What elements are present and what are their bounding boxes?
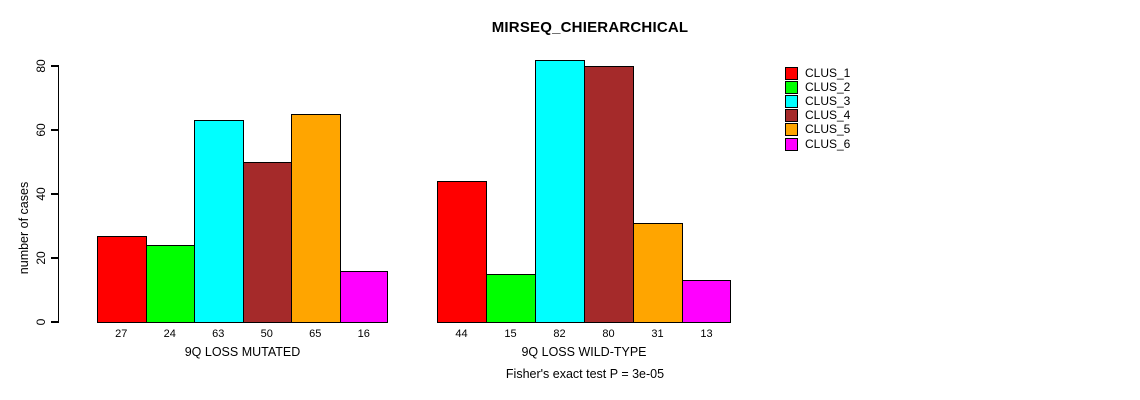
- bar-value-label: 13: [700, 328, 713, 340]
- chart-title: MIRSEQ_CHIERARCHICAL: [491, 19, 689, 36]
- bar-value-label: 24: [163, 328, 176, 340]
- legend-swatch: [785, 80, 798, 94]
- bar-value-label: 27: [115, 328, 128, 340]
- legend-item: CLUS_1: [785, 66, 850, 80]
- legend-swatch: [785, 123, 798, 137]
- bar-clus_1-group2: [437, 181, 487, 323]
- bar-clus_6-group1: [339, 270, 388, 323]
- bar-clus_6-group2: [682, 280, 731, 323]
- y-tick-label: 60: [34, 123, 48, 137]
- y-tick-label: 40: [34, 187, 48, 201]
- legend-label: CLUS_1: [805, 65, 851, 80]
- bar-value-label: 16: [357, 328, 370, 340]
- y-axis-title: number of cases: [17, 181, 31, 275]
- bar-clus_1-group1: [97, 235, 147, 323]
- bar-clus_2-group2: [486, 274, 536, 323]
- legend-item: CLUS_5: [785, 123, 850, 137]
- bar-value-label: 31: [651, 328, 664, 340]
- bar-clus_2-group1: [145, 245, 195, 323]
- bar-clus_5-group2: [633, 222, 683, 323]
- legend-swatch: [785, 137, 798, 151]
- bar-clus_4-group2: [584, 66, 634, 323]
- legend-item: CLUS_2: [785, 80, 850, 94]
- bar-clus_5-group1: [291, 114, 341, 323]
- bar-value-label: 80: [602, 328, 615, 340]
- y-tick-label: 80: [34, 59, 48, 73]
- legend-swatch: [785, 94, 798, 108]
- y-axis-line: [58, 65, 60, 323]
- legend-label: CLUS_6: [805, 136, 851, 151]
- x-group-label: 9Q LOSS MUTATED: [184, 345, 301, 359]
- bar-clus_3-group1: [194, 120, 244, 323]
- bar-value-label: 44: [455, 328, 468, 340]
- y-tick: [51, 321, 58, 323]
- bar-value-label: 65: [309, 328, 322, 340]
- bar-value-label: 63: [212, 328, 225, 340]
- legend-label: CLUS_4: [805, 108, 851, 123]
- bar-clus_3-group2: [535, 59, 585, 323]
- bar-clus_4-group1: [242, 162, 292, 323]
- legend-label: CLUS_5: [805, 122, 851, 137]
- legend-label: CLUS_2: [805, 79, 851, 94]
- legend-label: CLUS_3: [805, 93, 851, 108]
- x-group-label: 9Q LOSS WILD-TYPE: [521, 345, 647, 359]
- legend-swatch: [785, 109, 798, 123]
- y-tick: [51, 257, 58, 259]
- y-tick: [51, 129, 58, 131]
- y-tick-label: 0: [34, 318, 48, 326]
- legend-item: CLUS_4: [785, 109, 850, 123]
- y-tick: [51, 193, 58, 195]
- annotation-text: Fisher's exact test P = 3e-05: [505, 367, 665, 381]
- y-tick-label: 20: [34, 251, 48, 265]
- y-tick: [51, 65, 58, 67]
- bar-value-label: 15: [504, 328, 517, 340]
- legend-item: CLUS_3: [785, 94, 850, 108]
- legend-item: CLUS_6: [785, 137, 850, 151]
- bar-value-label: 82: [553, 328, 566, 340]
- bar-value-label: 50: [260, 328, 273, 340]
- legend-swatch: [785, 66, 798, 80]
